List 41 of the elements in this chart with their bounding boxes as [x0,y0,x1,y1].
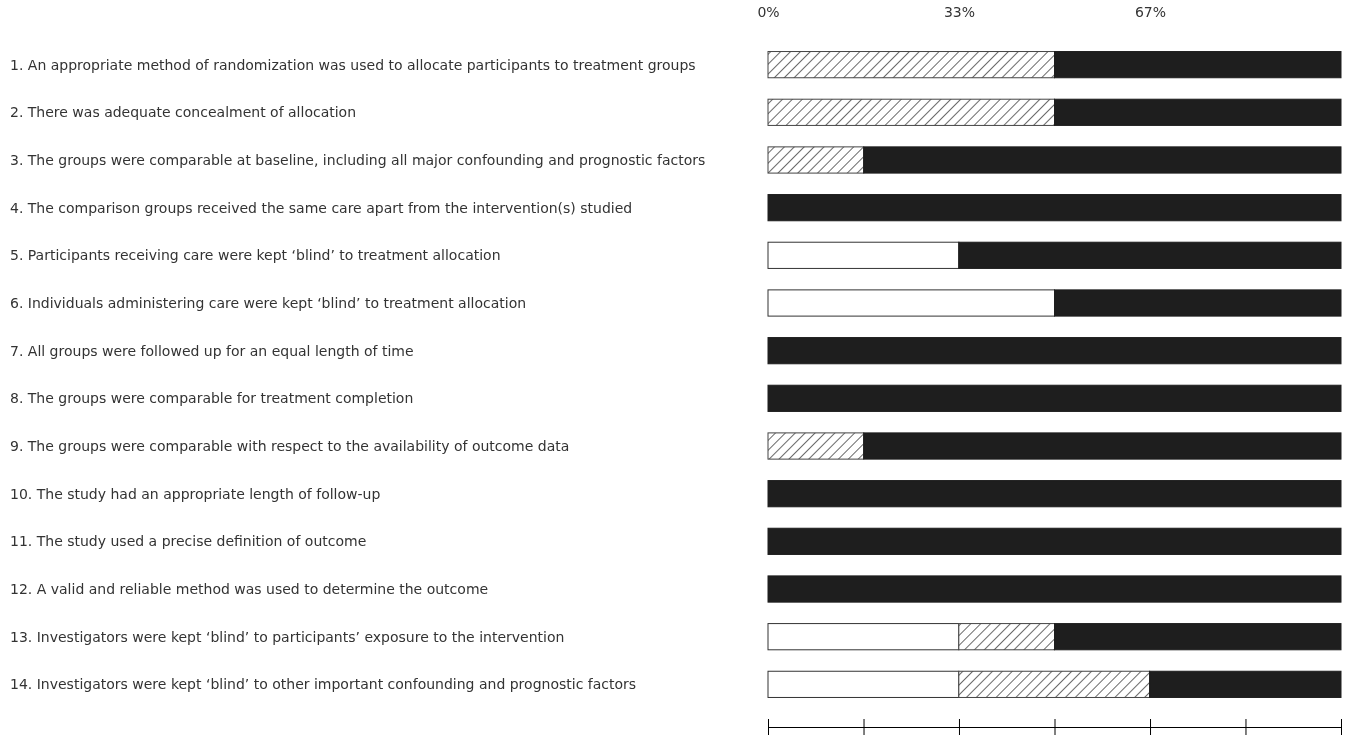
bar [958,670,1151,698]
bar [767,289,1055,317]
y-tick-label: 13. Investigators were kept ‘blind’ to participants’ exposure to the intervention [10,628,565,645]
y-tick-label: 1. An appropriate method of randomization was used to allocate participants to treatment groups [10,56,696,73]
y-tick-label: 10. The study had an appropriate length of follow-up [10,485,381,502]
bar [958,241,1342,269]
bar [767,575,1342,603]
y-tick-label: 14. Investigators were kept ‘blind’ to other important confounding and prognostic factors [10,676,637,693]
y-tick-label: 9. The groups were comparable with respect to the availability of outcome data [10,437,570,454]
y-tick-label: 5. Participants receiving care were kept ‘blind’ to treatment allocation [10,247,501,264]
bar [767,98,1055,126]
bar [767,194,1342,222]
bar [863,432,1342,460]
bar [767,527,1342,555]
bar [767,670,960,698]
x-tick-label: 33% [943,4,976,20]
bar [1054,623,1342,651]
bar [767,384,1342,412]
y-tick-label: 2. There was adequate concealment of allocation [10,104,357,121]
bar [767,432,865,460]
bar [1054,289,1342,317]
bar [767,146,865,174]
bar [958,623,1055,651]
bar [767,241,960,269]
bar [767,337,1342,365]
y-tick-label: 8. The groups were comparable for treatment completion [10,390,414,407]
bar [1149,670,1342,698]
bar [863,146,1342,174]
x-tick-label: 67% [1134,4,1167,20]
y-tick-label: 6. Individuals administering care were kept ‘blind’ to treatment allocation [10,294,527,311]
y-tick-label: 7. All groups were followed up for an equal length of time [10,342,414,359]
bar [767,51,1055,79]
x-tick-label: 0% [757,4,780,20]
y-tick-label: 3. The groups were comparable at baseline, including all major confounding and prognostic factors [10,151,706,168]
bar [1054,51,1342,79]
y-tick-label: 12. A valid and reliable method was used to determine the outcome [10,580,489,597]
y-tick-label: 4. The comparison groups received the same care apart from the intervention(s) studied [10,199,633,216]
y-tick-label: 11. The study used a precise definition of outcome [10,533,367,550]
bar [1054,98,1342,126]
bar [767,480,1342,508]
bar [767,623,960,651]
